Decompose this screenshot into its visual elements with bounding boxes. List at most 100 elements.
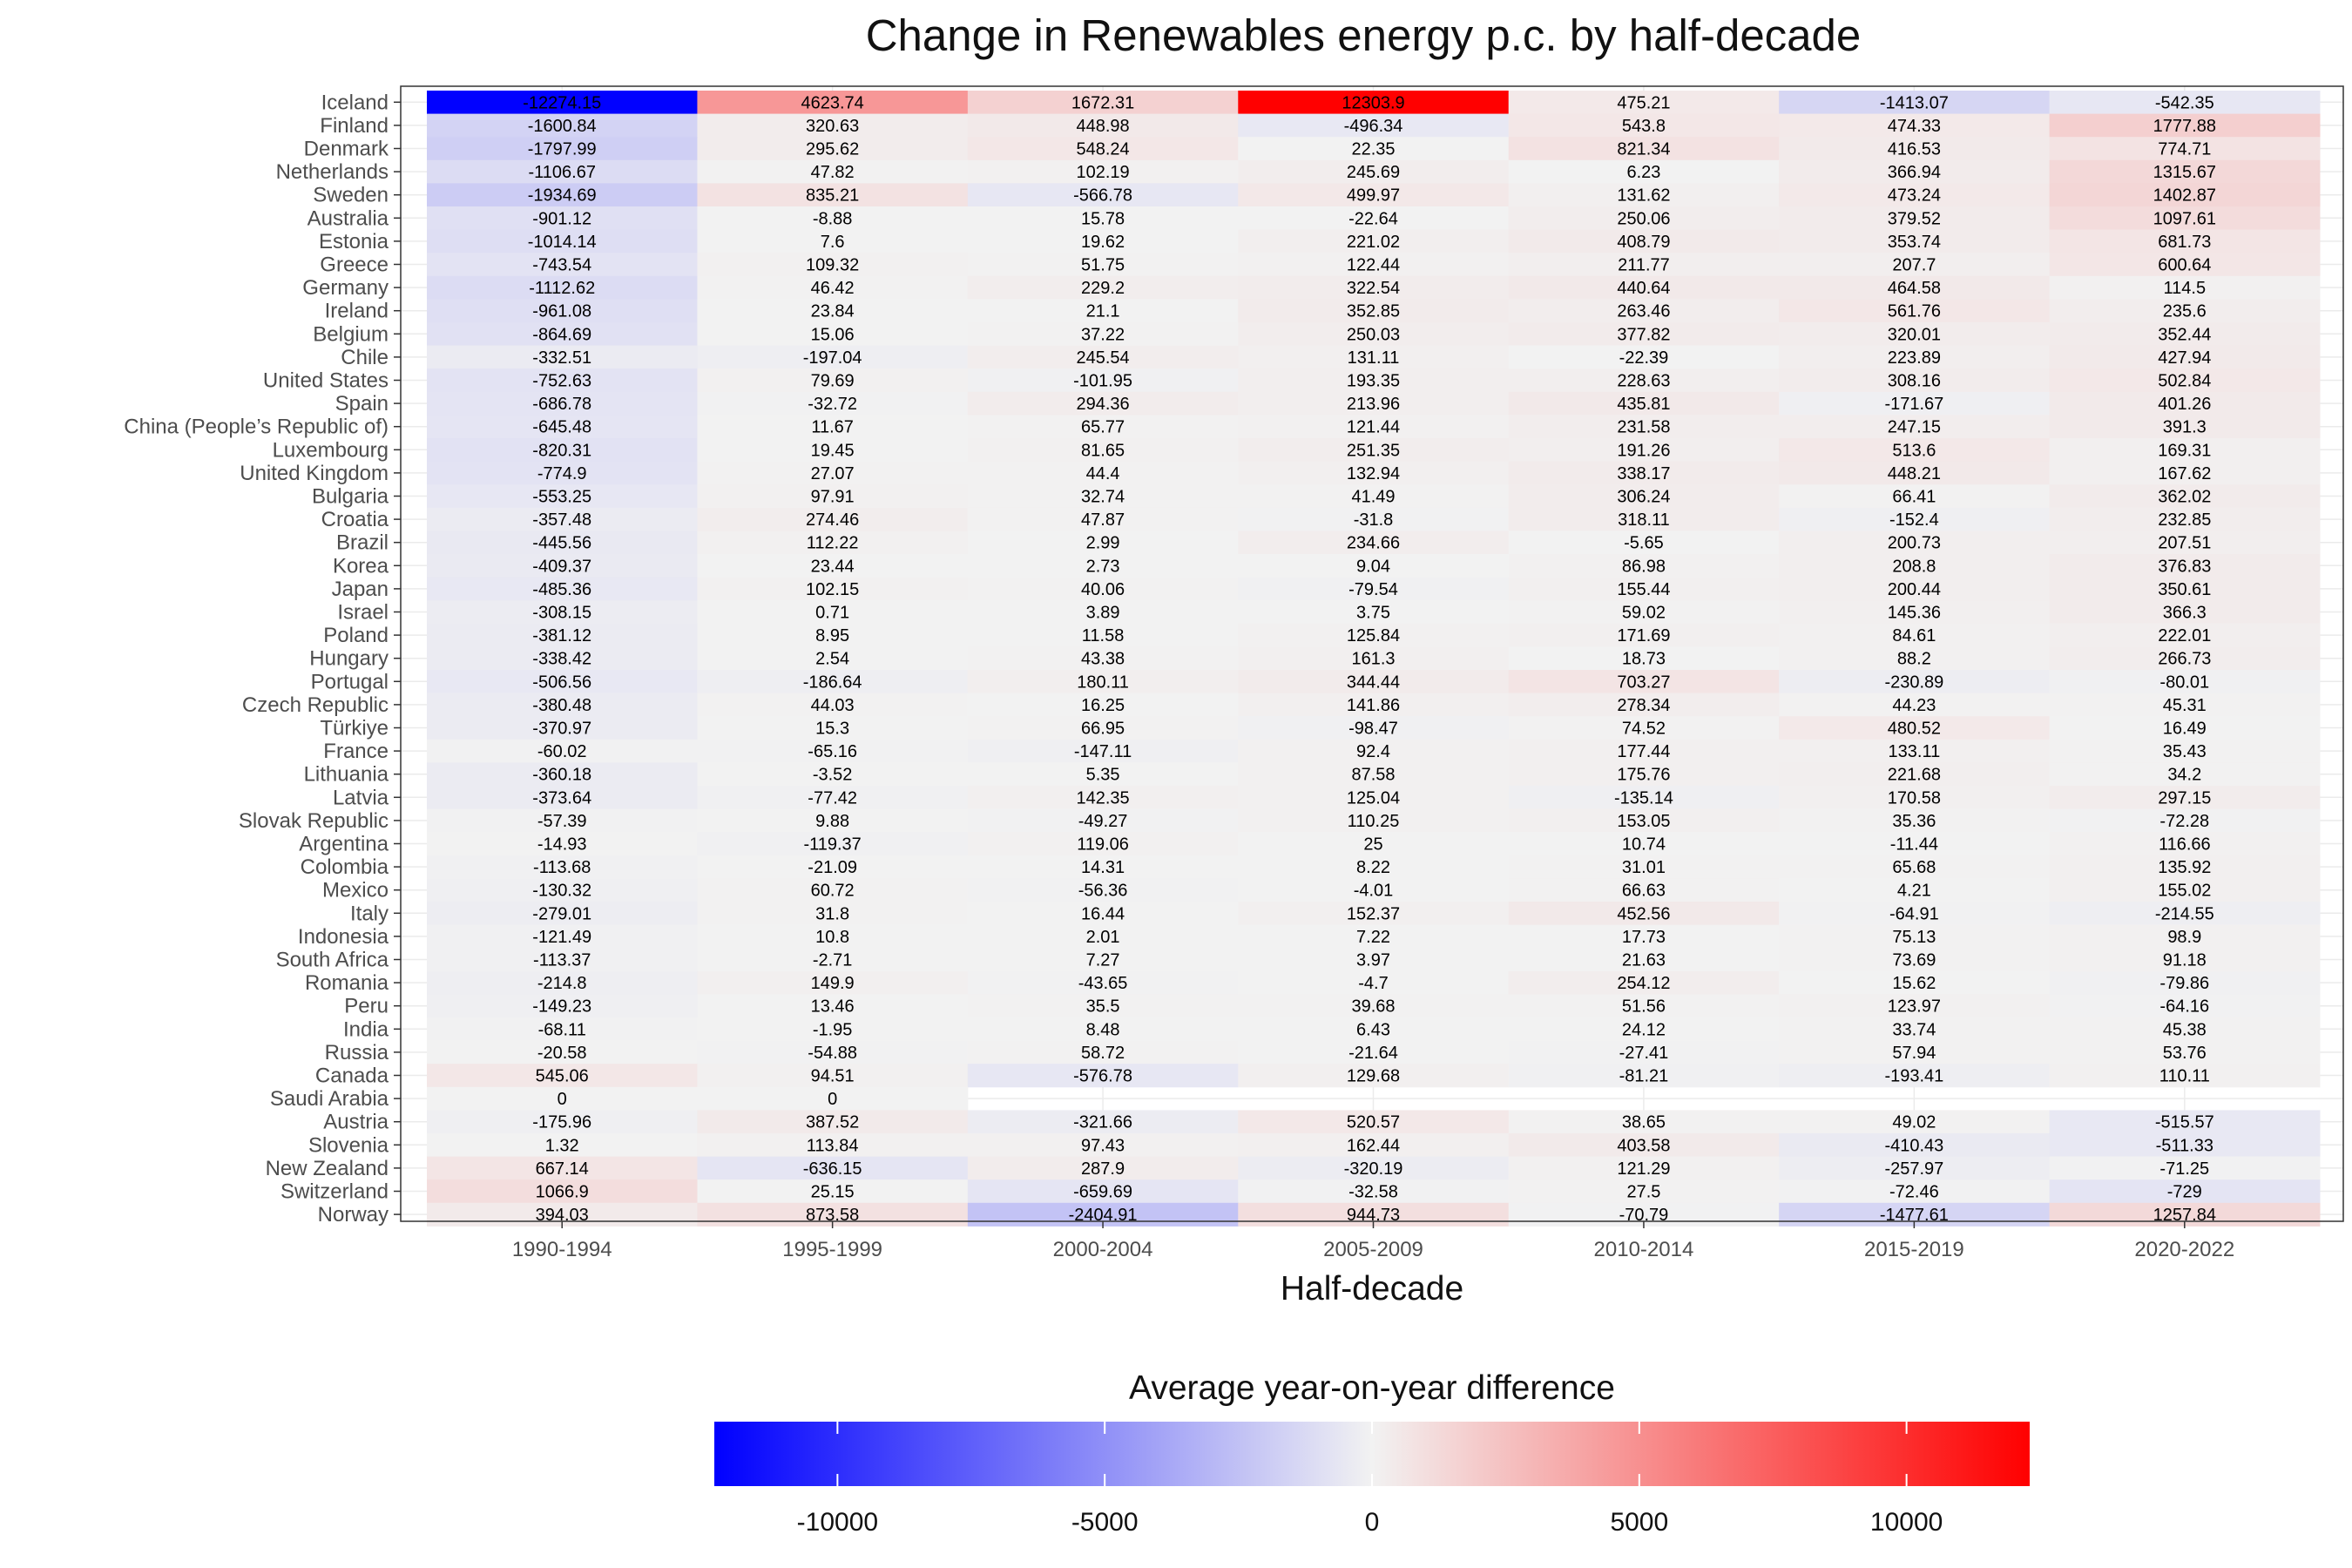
cell-value-label: 250.03 [1347,325,1400,344]
heatmap-cell [1779,1040,2051,1064]
heatmap-row: -121.49 10.8 2.01 7.22 17.73 75.13 98.9 [427,924,2321,949]
cell-value-label: 102.15 [806,580,859,599]
cell-value-label: -320.19 [1344,1159,1403,1179]
cell-value-label: 23.44 [811,557,855,576]
y-tick-label: South Africa [276,949,389,972]
y-tick-label: Italy [350,902,389,925]
heatmap-cell [1238,253,1510,277]
heatmap-cell [1508,1133,1780,1158]
heatmap-cell [1779,1110,2051,1134]
cell-value-label: 306.24 [1617,488,1670,507]
heatmap-cell [427,299,698,323]
y-tick-label: Norway [318,1203,389,1227]
heatmap-cell [2049,1110,2321,1134]
heatmap-cell [2049,554,2321,578]
heatmap-row: -901.12 -8.88 15.78 -22.64 250.06 379.52 1097.… [427,206,2321,231]
heatmap-cell [1238,415,1510,439]
heatmap-cell [1779,461,2051,485]
heatmap-cell [2049,206,2321,231]
cell-value-label: 474.33 [1888,117,1941,136]
cell-value-label: 200.44 [1888,580,1941,599]
cell-value-label: 87.58 [1351,766,1395,785]
heatmap-cell [697,646,969,671]
cell-value-label: -113.68 [533,858,591,877]
cell-value-label: 1.32 [545,1136,579,1155]
cell-value-label: -101.95 [1073,372,1132,391]
heatmap-row: -68.11 -1.95 8.48 6.43 24.12 33.74 45.38 [427,1017,2321,1042]
cell-value-label: 33.74 [1892,1020,1936,1039]
heatmap-cell [2049,159,2321,184]
heatmap-cell [1508,623,1780,647]
cell-value-label: 13.46 [811,997,855,1017]
y-tick-label: Romania [305,971,389,995]
heatmap-cell [1779,1017,2051,1042]
cell-value-label: 45.38 [2163,1020,2207,1039]
heatmap-cell [427,1110,698,1134]
y-tick-label: New Zealand [266,1157,389,1180]
heatmap-cell [1779,368,2051,393]
x-tick-label: 2000-2004 [1053,1238,1153,1261]
heatmap-cell [427,391,698,416]
heatmap-cell [2049,299,2321,323]
heatmap-cell [2049,1017,2321,1042]
heatmap-cell [2049,253,2321,277]
cell-value-label: 161.3 [1351,650,1395,669]
cell-value-label: -193.41 [1884,1067,1943,1086]
heatmap-row: -485.36 102.15 40.06 -79.54 155.44 200.44 350.… [427,577,2321,601]
heatmap-cell [1779,206,2051,231]
y-tick-label: China (People’s Republic of) [124,416,389,439]
heatmap-cell [427,253,698,277]
cell-value-label: -72.28 [2159,812,2209,831]
heatmap-cell [1508,415,1780,439]
heatmap-cell [1779,762,2051,787]
cell-value-label: 116.66 [2159,835,2211,855]
cell-value-label: 263.46 [1617,302,1670,321]
heatmap-cell [427,994,698,1018]
y-tick-label: Canada [315,1064,389,1088]
cell-value-label: -553.25 [532,488,591,507]
cell-value-label: 97.91 [811,488,855,507]
heatmap-cell [1238,484,1510,509]
heatmap-cell [1238,206,1510,231]
heatmap-cell [697,1179,969,1204]
legend-title: Average year-on-year difference [1129,1369,1615,1407]
heatmap-cell [1238,368,1510,393]
cell-value-label: -3.52 [813,766,853,785]
heatmap-cell [1779,855,2051,879]
cell-value-label: 403.58 [1617,1136,1670,1155]
cell-value-label: 97.43 [1081,1136,1125,1155]
cell-value-label: -49.27 [1078,812,1128,831]
cell-value-label: 19.45 [811,441,855,460]
y-tick-label: Saudi Arabia [270,1087,389,1111]
cell-value-label: -68.11 [538,1020,586,1039]
cell-value-label: -542.35 [2155,93,2214,112]
cell-value-label: 121.29 [1617,1159,1670,1179]
cell-value-label: 65.77 [1081,418,1125,437]
cell-value-label: 475.21 [1617,93,1670,112]
heatmap-cell [1508,878,1780,902]
cell-value-label: 208.8 [1892,557,1936,576]
heatmap-cell [1779,832,2051,856]
heatmap-cell [1779,878,2051,902]
heatmap-cell [967,970,1239,995]
cell-value-label: 31.8 [815,904,849,923]
cell-value-label: -27.41 [1619,1044,1669,1063]
heatmap-cell [2049,1156,2321,1180]
heatmap-cell [2049,693,2321,717]
heatmap-cell [697,275,969,300]
heatmap-cell [697,970,969,995]
heatmap-row: -506.56 -186.64 180.11 344.44 703.27 -230.89 -… [427,670,2321,694]
cell-value-label: -149.23 [532,997,591,1017]
cell-value-label: 149.9 [811,974,855,993]
cell-value-label: 287.9 [1081,1159,1125,1179]
heatmap-cell [967,1110,1239,1134]
y-tick-label: Hungary [309,647,389,671]
heatmap-cell [967,762,1239,787]
heatmap-cell [967,924,1239,949]
heatmap-cell [1508,484,1780,509]
heatmap-cell [1238,739,1510,763]
cell-value-label: 43.38 [1081,650,1125,669]
heatmap-cell [697,693,969,717]
cell-value-label: 297.15 [2158,788,2211,808]
heatmap-cell [697,322,969,347]
